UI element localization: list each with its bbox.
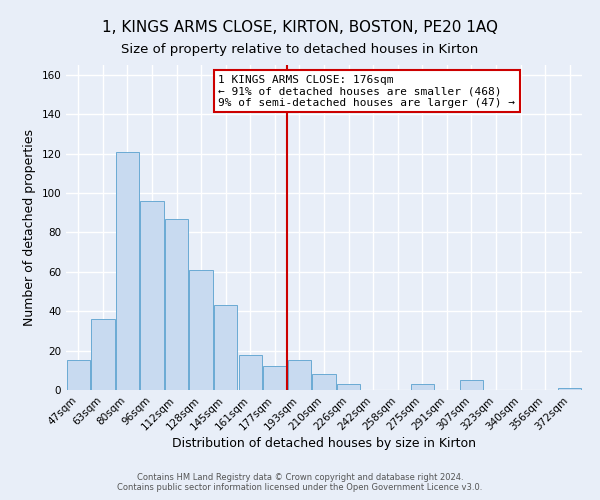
Bar xyxy=(67,360,90,390)
Text: Contains HM Land Registry data © Crown copyright and database right 2024.
Contai: Contains HM Land Registry data © Crown c… xyxy=(118,473,482,492)
Bar xyxy=(460,380,483,390)
Bar xyxy=(337,384,360,390)
Bar xyxy=(558,388,581,390)
Y-axis label: Number of detached properties: Number of detached properties xyxy=(23,129,36,326)
Text: 1, KINGS ARMS CLOSE, KIRTON, BOSTON, PE20 1AQ: 1, KINGS ARMS CLOSE, KIRTON, BOSTON, PE2… xyxy=(102,20,498,35)
Bar xyxy=(140,201,164,390)
X-axis label: Distribution of detached houses by size in Kirton: Distribution of detached houses by size … xyxy=(172,438,476,450)
Bar xyxy=(91,319,115,390)
Text: 1 KINGS ARMS CLOSE: 176sqm
← 91% of detached houses are smaller (468)
9% of semi: 1 KINGS ARMS CLOSE: 176sqm ← 91% of deta… xyxy=(218,74,515,108)
Bar xyxy=(263,366,287,390)
Bar xyxy=(313,374,335,390)
Bar xyxy=(288,360,311,390)
Bar xyxy=(214,306,238,390)
Bar xyxy=(239,354,262,390)
Bar xyxy=(190,270,213,390)
Bar xyxy=(165,218,188,390)
Text: Size of property relative to detached houses in Kirton: Size of property relative to detached ho… xyxy=(121,42,479,56)
Bar xyxy=(116,152,139,390)
Bar xyxy=(410,384,434,390)
